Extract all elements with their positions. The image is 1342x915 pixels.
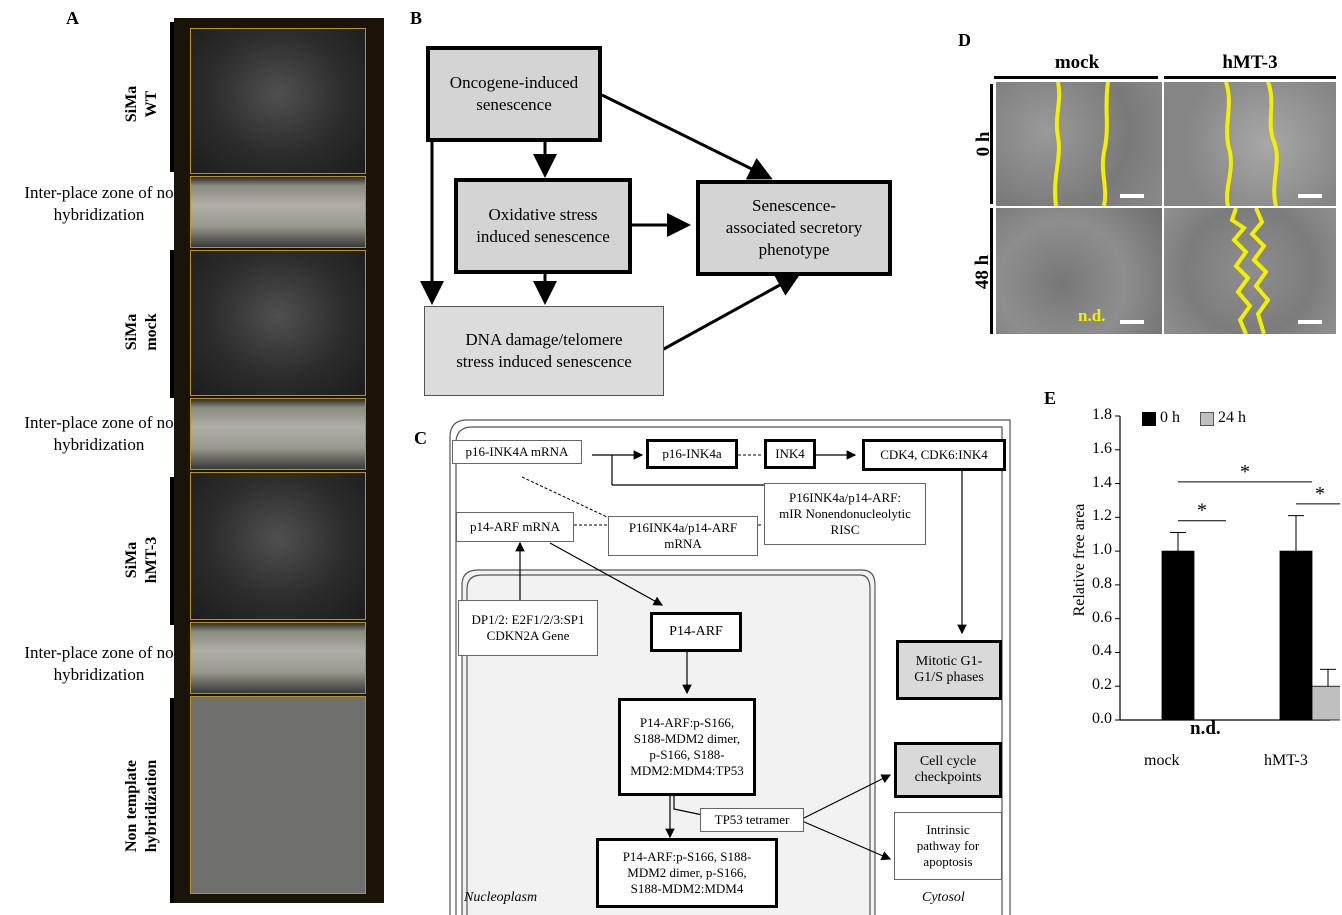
zone-label-2: Inter-place zone of no hybridization xyxy=(24,413,174,454)
array-slot-zone-2 xyxy=(190,398,366,470)
array-slot-zone-3 xyxy=(190,622,366,694)
legend-swatch-24h xyxy=(1200,412,1214,426)
node-mitotic-g1: Mitotic G1- G1/S phases xyxy=(896,640,1002,700)
panel-b-arrows xyxy=(420,93,801,352)
significance-between-star: * xyxy=(1240,461,1250,483)
node-dp12-cdkn2a-gene: DP1/2: E2F1/2/3:SP1 CDKN2A Gene xyxy=(458,600,598,656)
row-rule-48h xyxy=(990,208,993,334)
y-tick-label: 1.0 xyxy=(1092,541,1112,559)
array-slot-hmt3 xyxy=(190,472,366,620)
row-rule-0h xyxy=(990,84,993,204)
scale-bar xyxy=(1298,194,1322,198)
group-bracket-wt xyxy=(170,22,174,172)
node-intrinsic-apoptosis: Intrinsic pathway for apoptosis xyxy=(894,812,1002,880)
node-cdk4-cdk6-ink4: CDK4, CDK6:INK4 xyxy=(862,439,1006,471)
column-rule-hmt3 xyxy=(1164,76,1336,79)
node-sasp: Senescence- associated secretory phenoty… xyxy=(696,180,892,276)
y-tick-label: 1.2 xyxy=(1092,507,1112,525)
compartment-label-nucleoplasm: Nucleoplasm xyxy=(464,890,538,905)
node-ink4: INK4 xyxy=(764,439,816,469)
y-tick-label: 1.4 xyxy=(1092,473,1112,491)
node-p14-arf-mdm2-tp53: P14-ARF:p-S166, S188-MDM2 dimer, p-S166,… xyxy=(618,698,756,796)
y-tick-label: 1.6 xyxy=(1092,439,1112,457)
legend-label-0h: 0 h xyxy=(1160,409,1180,426)
y-tick-label: 0.8 xyxy=(1092,574,1112,592)
group-bracket-hmt3 xyxy=(170,477,174,625)
y-tick-label: 0.0 xyxy=(1092,710,1112,727)
legend-swatch-0h xyxy=(1142,412,1156,426)
panel-c-label: C xyxy=(414,428,427,448)
panel-e-label: E xyxy=(1044,388,1057,408)
bar-chart-relative-free-area: * * * xyxy=(1115,415,1340,721)
x-tick-label-hmt3: hMT-3 xyxy=(1264,752,1308,769)
zone-label-1: Inter-place zone of no hybridization xyxy=(24,183,174,224)
node-p14-mrna: p14-ARF mRNA xyxy=(456,512,574,542)
node-tp53-tetramer: TP53 tetramer xyxy=(700,808,804,832)
panel-b-label: B xyxy=(410,8,423,28)
array-slot-nontemplate xyxy=(190,696,366,894)
scale-bar xyxy=(1120,194,1144,198)
micrograph-mock-0h xyxy=(996,82,1162,206)
array-slot-wt xyxy=(190,28,366,174)
scale-bar xyxy=(1120,320,1144,324)
node-p16-p14-mrna: P16INK4a/p14-ARF mRNA xyxy=(608,516,758,556)
significance-hmt3-star: * xyxy=(1315,483,1325,505)
node-p16-ink4a: p16-INK4a xyxy=(646,439,738,469)
column-label-mock: mock xyxy=(1054,52,1100,73)
micrograph-hmt3-0h xyxy=(1164,82,1336,206)
node-oncogene-senescence: Oncogene-induced senescence xyxy=(426,46,602,142)
array-slot-mock xyxy=(190,250,366,396)
group-label-wt: SiMa WT xyxy=(123,85,160,123)
x-tick-label-mock: mock xyxy=(1144,752,1180,769)
panel-d-label: D xyxy=(958,30,971,50)
y-tick-label: 1.8 xyxy=(1092,406,1112,423)
column-label-hmt3: hMT-3 xyxy=(1222,52,1278,73)
node-cell-cycle-checkpoints: Cell cycle checkpoints xyxy=(894,742,1002,798)
panel-a-label: A xyxy=(66,8,79,28)
bar-0h-mock xyxy=(1161,550,1195,721)
micrograph-mock-48h: n.d. xyxy=(996,208,1162,334)
bar-24h-hMT-3 xyxy=(1311,685,1340,721)
group-label-hmt3: SiMa hMT-3 xyxy=(123,536,160,584)
compartment-label-cytosol: Cytosol xyxy=(922,890,965,905)
node-p14-arf: P14-ARF xyxy=(650,612,742,652)
group-label-mock: SiMa mock xyxy=(123,313,160,351)
y-tick-label: 0.2 xyxy=(1092,676,1112,694)
row-label-48h: 48 h xyxy=(972,254,993,290)
nd-label-chart: n.d. xyxy=(1190,718,1221,739)
group-bracket-nontemplate xyxy=(170,698,174,903)
y-tick-label: 0.6 xyxy=(1092,608,1112,626)
significance-mock-star: * xyxy=(1197,500,1207,522)
node-mir-risc: P16INK4a/p14-ARF: mIR Nonendonucleolytic… xyxy=(764,483,926,545)
legend-label-24h: 24 h xyxy=(1218,409,1246,426)
y-tick-label: 0.4 xyxy=(1092,642,1112,660)
node-dna-damage-senescence: DNA damage/telomere stress induced senes… xyxy=(424,306,664,396)
node-p14-arf-mdm2-mdm4: P14-ARF:p-S166, S188- MDM2 dimer, p-S166… xyxy=(596,838,778,908)
node-oxidative-senescence: Oxidative stress induced senescence xyxy=(454,178,632,274)
node-p16-mrna: p16-INK4A mRNA xyxy=(452,440,582,464)
nd-label-micrograph: n.d. xyxy=(1078,306,1106,325)
group-label-nontemplate: Non template hybridization xyxy=(123,759,160,853)
array-slot-zone-1 xyxy=(190,176,366,248)
row-label-0h: 0 h xyxy=(973,131,994,157)
micrograph-hmt3-48h xyxy=(1164,208,1336,334)
bar-0h-hMT-3 xyxy=(1279,550,1313,721)
column-rule-mock xyxy=(994,76,1158,79)
group-bracket-mock xyxy=(170,250,174,398)
zone-label-3: Inter-place zone of no hybridization xyxy=(24,643,174,684)
scale-bar xyxy=(1298,320,1322,324)
